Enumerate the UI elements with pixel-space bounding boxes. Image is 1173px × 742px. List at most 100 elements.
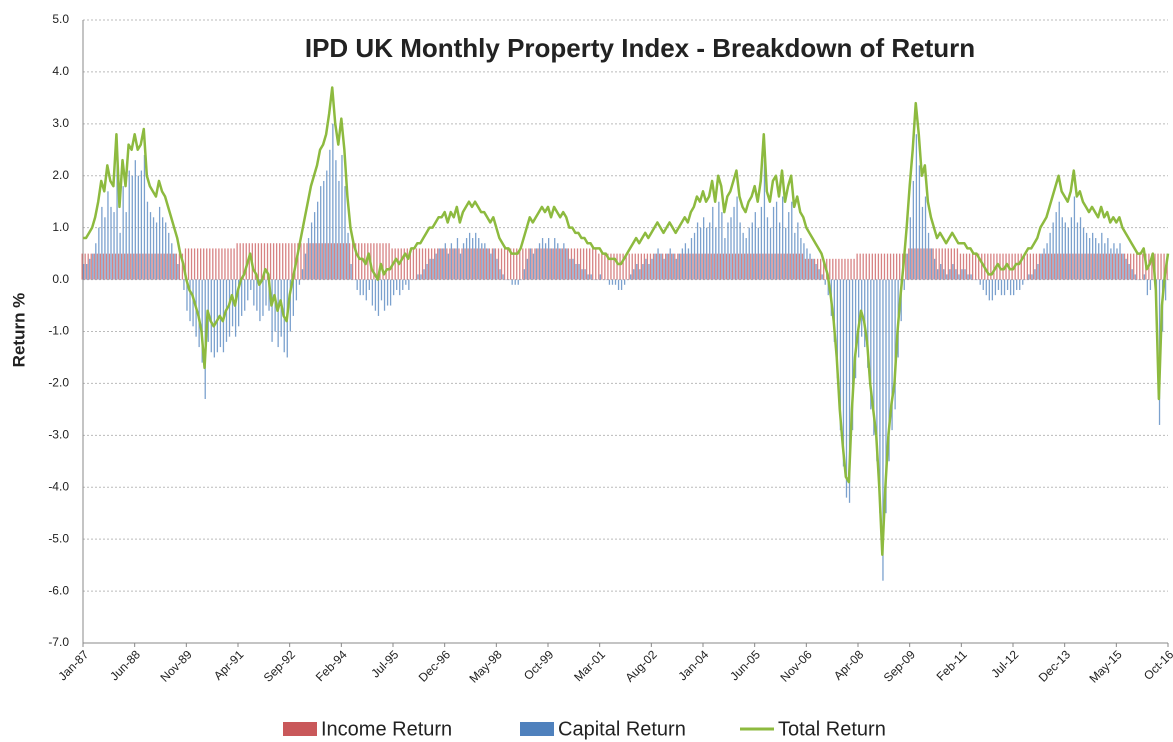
bar <box>268 279 270 311</box>
bar <box>497 248 500 280</box>
bar <box>339 243 342 280</box>
bar <box>964 269 966 280</box>
bar <box>862 253 864 280</box>
bar <box>589 248 591 280</box>
bar <box>944 248 946 280</box>
bar <box>430 248 433 280</box>
bar <box>377 279 380 316</box>
bar <box>889 253 892 280</box>
bar <box>772 206 775 280</box>
bar <box>611 279 614 285</box>
bar <box>172 253 174 280</box>
bar <box>412 248 415 280</box>
bar <box>342 243 345 280</box>
bar <box>696 222 699 280</box>
bar <box>649 253 652 280</box>
bar <box>380 279 383 301</box>
bar <box>1032 253 1035 280</box>
bar <box>1101 232 1103 280</box>
bar <box>842 279 845 467</box>
bar <box>403 248 405 280</box>
bar <box>289 279 291 332</box>
bar <box>1117 253 1120 280</box>
bar <box>861 279 863 337</box>
bar <box>633 269 635 280</box>
bar <box>534 248 536 280</box>
bar <box>93 253 95 280</box>
bar <box>613 253 615 280</box>
bar <box>762 253 764 280</box>
x-tick-label: Jun-88 <box>107 647 143 683</box>
bar <box>254 243 257 280</box>
bar <box>959 253 962 280</box>
bar <box>359 279 361 296</box>
legend-swatch <box>283 722 317 736</box>
bar <box>461 248 463 280</box>
bar <box>903 279 905 290</box>
y-tick-label: 5.0 <box>52 12 69 26</box>
bar <box>1095 238 1097 280</box>
bar <box>646 253 649 280</box>
line-series <box>83 86 1170 556</box>
bar <box>120 253 123 280</box>
bar <box>178 253 181 280</box>
bar <box>783 253 785 280</box>
bar <box>1125 258 1127 280</box>
bar <box>640 253 642 280</box>
bar <box>882 279 884 581</box>
bar <box>947 248 949 280</box>
bar <box>695 253 697 280</box>
bar <box>142 253 144 280</box>
bar <box>619 253 621 280</box>
bar <box>739 222 741 280</box>
bar <box>513 248 515 280</box>
bar <box>865 253 867 280</box>
bar <box>886 253 889 280</box>
bar <box>628 253 630 280</box>
bar <box>96 253 98 280</box>
bar <box>1050 253 1053 280</box>
bar <box>473 248 475 280</box>
bar <box>560 248 562 280</box>
bar <box>125 212 127 280</box>
bar <box>107 191 109 280</box>
bar <box>955 269 957 280</box>
bar <box>1040 253 1042 280</box>
bar <box>389 279 392 306</box>
bar <box>181 253 184 280</box>
bar <box>1157 253 1159 280</box>
bar <box>1120 253 1123 280</box>
bar <box>952 264 954 280</box>
bar <box>1026 253 1028 280</box>
bar <box>994 279 997 296</box>
bar <box>1031 274 1033 280</box>
bar <box>277 279 279 348</box>
bar <box>914 248 916 280</box>
bar <box>424 248 427 280</box>
bar <box>832 258 834 280</box>
bar <box>526 258 529 280</box>
bar <box>775 201 778 280</box>
bar <box>218 248 220 280</box>
bar <box>813 258 816 280</box>
bar <box>548 238 550 280</box>
bar <box>789 253 791 280</box>
bar <box>982 279 984 290</box>
bar <box>748 227 750 280</box>
bar <box>279 243 281 280</box>
bar <box>605 279 608 281</box>
bar <box>1096 253 1098 280</box>
bar <box>841 258 843 280</box>
bar <box>824 279 826 285</box>
bar <box>1034 269 1036 280</box>
x-tick-label: Dec-96 <box>416 647 453 684</box>
bar <box>165 222 167 280</box>
bar <box>338 180 340 280</box>
bar <box>698 253 700 280</box>
bar <box>465 238 468 280</box>
bar <box>1151 253 1153 280</box>
bar <box>1016 279 1018 290</box>
bar <box>570 248 573 280</box>
bar <box>86 264 88 280</box>
bar <box>850 258 852 280</box>
